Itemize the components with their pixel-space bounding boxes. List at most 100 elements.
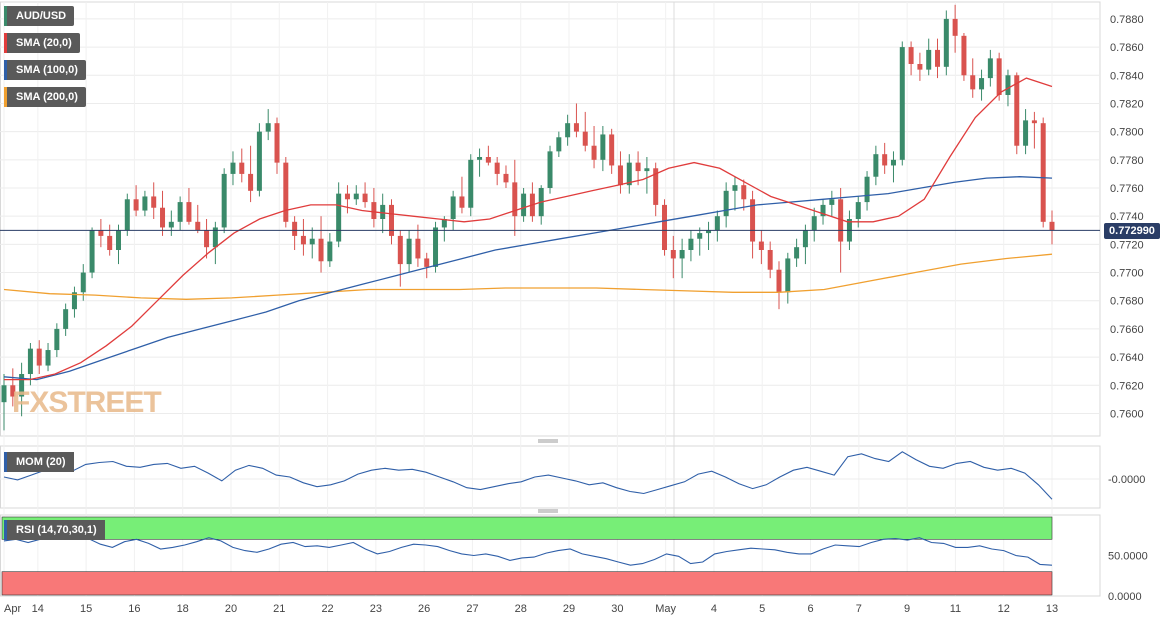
price-tick-label: 0.7800 bbox=[1110, 127, 1144, 139]
candle-body bbox=[776, 269, 782, 293]
legend-sma200-swatch bbox=[4, 87, 7, 107]
legend-sma200-label: SMA (200,0) bbox=[16, 91, 78, 103]
price-tick-label: 0.7620 bbox=[1110, 380, 1144, 392]
candle-body bbox=[19, 374, 25, 397]
time-tick-label: 11 bbox=[950, 603, 961, 615]
candle-body bbox=[987, 58, 993, 79]
candle-body bbox=[767, 250, 773, 270]
candle-body bbox=[468, 159, 474, 208]
candle-body bbox=[890, 159, 896, 166]
rsi-tick-label: 0.0000 bbox=[1108, 591, 1142, 603]
legend-sma100[interactable]: SMA (100,0) bbox=[4, 60, 86, 80]
mom-legend[interactable]: MOM (20) bbox=[4, 452, 74, 472]
time-tick-label: 28 bbox=[515, 603, 527, 615]
candle-body bbox=[336, 193, 342, 242]
legend-sma200[interactable]: SMA (200,0) bbox=[4, 87, 86, 107]
candle-body bbox=[265, 123, 271, 132]
candle-body bbox=[54, 328, 60, 351]
candle-body bbox=[124, 199, 130, 231]
time-tick-label: 16 bbox=[128, 603, 140, 615]
rsi-tick-label: 50.0000 bbox=[1108, 551, 1148, 563]
candle-body bbox=[741, 185, 747, 200]
rsi-line bbox=[3, 535, 1053, 566]
candle-body bbox=[979, 78, 985, 90]
price-tick-label: 0.7740 bbox=[1110, 211, 1144, 223]
candle-body bbox=[433, 227, 439, 267]
candle-body bbox=[115, 230, 121, 250]
candle-body bbox=[961, 35, 967, 76]
mom-panel-frame bbox=[0, 445, 1101, 509]
price-tick-label: 0.7720 bbox=[1110, 239, 1144, 251]
candle-body bbox=[723, 190, 729, 217]
candle-body bbox=[917, 64, 923, 70]
candle-body bbox=[168, 221, 174, 228]
time-tick-label: 29 bbox=[563, 603, 575, 615]
price-tick-label: 0.7700 bbox=[1110, 268, 1144, 280]
candle-body bbox=[556, 137, 562, 152]
candle-body bbox=[371, 202, 377, 219]
candle-body bbox=[679, 250, 685, 259]
candle-body bbox=[600, 134, 606, 160]
legend-symbol[interactable]: AUD/USD bbox=[4, 6, 75, 26]
rsi-legend-label: RSI (14,70,30,1) bbox=[16, 524, 97, 536]
price-tick-label: 0.7860 bbox=[1110, 42, 1144, 54]
candle-body bbox=[441, 219, 447, 228]
candle-body bbox=[397, 235, 403, 265]
candle-body bbox=[204, 230, 210, 248]
candle-body bbox=[248, 173, 254, 191]
price-tick-label: 0.7640 bbox=[1110, 352, 1144, 364]
legend-symbol-swatch bbox=[4, 6, 7, 26]
candle-body bbox=[882, 154, 888, 166]
candle-body bbox=[327, 241, 333, 262]
legend-sma20-swatch bbox=[4, 33, 7, 53]
price-tick-label: 0.7820 bbox=[1110, 98, 1144, 110]
candle-body bbox=[873, 154, 879, 177]
candle-body bbox=[494, 162, 500, 174]
price-tick-label: 0.7780 bbox=[1110, 155, 1144, 167]
candle-body bbox=[362, 193, 368, 203]
candle-body bbox=[309, 238, 315, 245]
price-tick-label: 0.7880 bbox=[1110, 14, 1144, 26]
candle-body bbox=[1005, 75, 1011, 95]
candle-body bbox=[151, 196, 157, 208]
rsi-legend[interactable]: RSI (14,70,30,1) bbox=[4, 520, 105, 540]
rsi-legend-swatch bbox=[4, 520, 7, 540]
time-tick-label: 26 bbox=[418, 603, 430, 615]
candle-body bbox=[256, 131, 262, 191]
candle-body bbox=[195, 221, 201, 231]
candle-body bbox=[943, 18, 949, 67]
mom-tick-label: -0.0000 bbox=[1108, 474, 1145, 486]
candle-body bbox=[477, 157, 483, 160]
candle-body bbox=[388, 204, 394, 236]
candle-body bbox=[1023, 120, 1029, 146]
candle-body bbox=[547, 151, 553, 188]
candle-body bbox=[485, 157, 491, 163]
price-tick-label: 0.7600 bbox=[1110, 408, 1144, 420]
candle-body bbox=[36, 348, 42, 366]
candle-body bbox=[1031, 120, 1037, 124]
time-tick-label: Apr bbox=[4, 603, 21, 615]
time-tick-label: May bbox=[655, 603, 676, 615]
candle-body bbox=[459, 196, 465, 208]
candle-body bbox=[380, 204, 386, 219]
time-tick-label: 6 bbox=[807, 603, 813, 615]
candle-body bbox=[353, 193, 359, 200]
last-price-tag: 0.772990 bbox=[1104, 223, 1160, 239]
candle-body bbox=[521, 193, 527, 217]
fxstreet-logo: FXSTREET bbox=[12, 386, 162, 419]
candle-body bbox=[230, 162, 236, 174]
candle-body bbox=[908, 47, 914, 64]
rsi-oversold-zone bbox=[1, 571, 1053, 596]
sma100-line bbox=[3, 176, 1053, 381]
candle-body bbox=[829, 199, 835, 205]
candle-body bbox=[635, 162, 641, 172]
candle-body bbox=[1040, 123, 1046, 222]
candle-body bbox=[160, 207, 166, 228]
legend-sma20-label: SMA (20,0) bbox=[16, 37, 72, 49]
candle-body bbox=[811, 216, 817, 231]
candle-body bbox=[98, 230, 104, 236]
legend-sma20[interactable]: SMA (20,0) bbox=[4, 33, 80, 53]
candle-body bbox=[1, 385, 7, 403]
